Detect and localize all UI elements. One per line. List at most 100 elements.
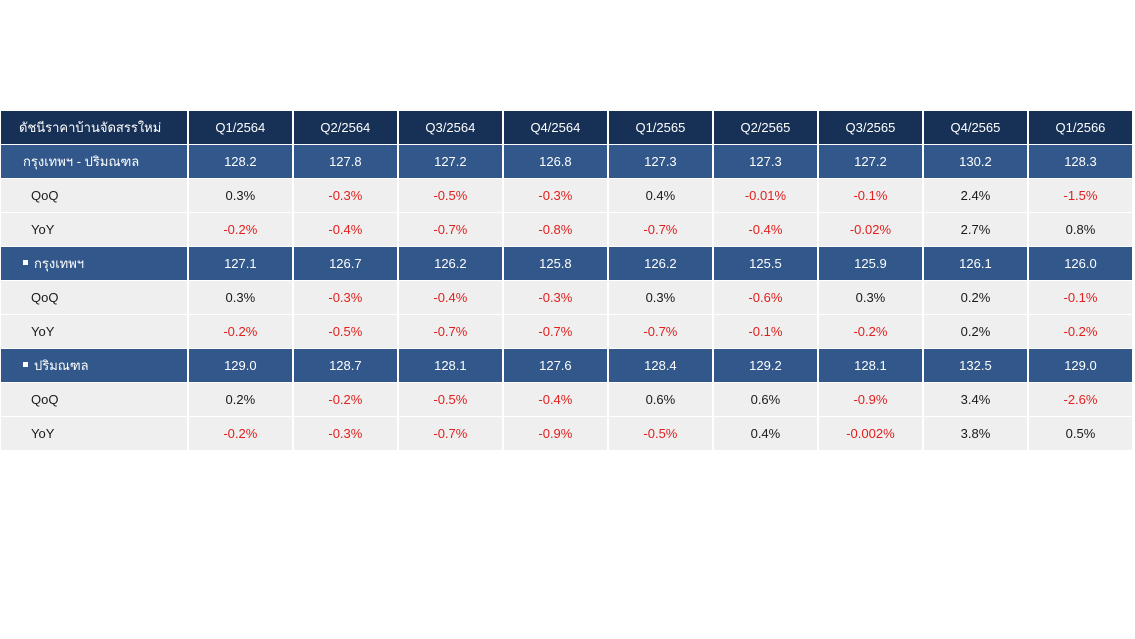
index-row: กรุงเทพฯ 127.1 126.7 126.2 125.8 126.2 125.5 12… <box>1 247 1132 280</box>
table-cell: -0.5% <box>398 383 502 416</box>
table-cell: 126.2 <box>398 247 502 280</box>
change-row: YoY -0.2% -0.4% -0.7% -0.8% -0.7% -0.4% -0.02% 2… <box>1 213 1132 246</box>
table-cell: 0.3% <box>188 281 292 314</box>
table-cell: 126.8 <box>503 145 607 178</box>
table-cell: -2.6% <box>1028 383 1132 416</box>
row-label: QoQ <box>31 188 59 203</box>
table-cell: -0.5% <box>608 417 712 450</box>
table-cell: 126.0 <box>1028 247 1132 280</box>
table-cell: -0.3% <box>293 417 397 450</box>
column-header: Q1/2565 <box>608 111 712 144</box>
table-cell: -0.9% <box>818 383 922 416</box>
table-cell: 0.2% <box>923 315 1027 348</box>
table-cell: 130.2 <box>923 145 1027 178</box>
change-row: YoY -0.2% -0.3% -0.7% -0.9% -0.5% 0.4% -0.002% 3… <box>1 417 1132 450</box>
row-label: QoQ <box>31 392 59 407</box>
column-header: Q2/2565 <box>713 111 817 144</box>
column-header: Q1/2564 <box>188 111 292 144</box>
column-header: Q3/2565 <box>818 111 922 144</box>
table-cell: 2.4% <box>923 179 1027 212</box>
bullet-icon <box>23 362 28 368</box>
table-cell: 128.4 <box>608 349 712 382</box>
table-cell: 2.7% <box>923 213 1027 246</box>
table-cell: -0.7% <box>608 315 712 348</box>
column-header: Q4/2565 <box>923 111 1027 144</box>
table-cell: -0.5% <box>398 179 502 212</box>
row-label: QoQ <box>31 290 59 305</box>
row-label-cell: QoQ <box>1 383 187 416</box>
row-label-cell: กรุงเทพฯ - ปริมณฑล <box>1 145 187 178</box>
column-header: Q4/2564 <box>503 111 607 144</box>
table-cell: -0.2% <box>188 417 292 450</box>
table-cell: 0.6% <box>608 383 712 416</box>
table-cell: -0.9% <box>503 417 607 450</box>
table-cell: -0.3% <box>503 179 607 212</box>
price-index-table-container: ดัชนีราคาบ้านจัดสรรใหม่ Q1/2564 Q2/2564 … <box>0 110 1135 451</box>
table-cell: -0.1% <box>713 315 817 348</box>
table-cell: 127.6 <box>503 349 607 382</box>
table-cell: -0.7% <box>608 213 712 246</box>
table-cell: -0.1% <box>818 179 922 212</box>
table-cell: -0.1% <box>1028 281 1132 314</box>
table-cell: -0.002% <box>818 417 922 450</box>
index-row: กรุงเทพฯ - ปริมณฑล 128.2 127.8 127.2 126.8 12… <box>1 145 1132 178</box>
table-cell: -0.8% <box>503 213 607 246</box>
table-cell: 0.8% <box>1028 213 1132 246</box>
table-cell: 127.3 <box>713 145 817 178</box>
column-header: Q3/2564 <box>398 111 502 144</box>
row-label: กรุงเทพฯ - ปริมณฑล <box>23 154 140 169</box>
table-cell: 127.2 <box>818 145 922 178</box>
table-cell: 0.4% <box>608 179 712 212</box>
table-cell: 0.3% <box>608 281 712 314</box>
table-cell: -0.3% <box>293 281 397 314</box>
row-label-cell: QoQ <box>1 179 187 212</box>
row-label-cell: YoY <box>1 315 187 348</box>
change-row: QoQ 0.2% -0.2% -0.5% -0.4% 0.6% 0.6% -0.9% 3.4% -… <box>1 383 1132 416</box>
table-cell: -0.2% <box>188 213 292 246</box>
row-label: YoY <box>31 324 55 339</box>
table-cell: 128.3 <box>1028 145 1132 178</box>
table-cell: -0.3% <box>293 179 397 212</box>
table-cell: 127.1 <box>188 247 292 280</box>
table-header-label: ดัชนีราคาบ้านจัดสรรใหม่ <box>1 111 187 144</box>
table-cell: 129.0 <box>1028 349 1132 382</box>
change-row: YoY -0.2% -0.5% -0.7% -0.7% -0.7% -0.1% -0.2% 0.… <box>1 315 1132 348</box>
column-header: Q1/2566 <box>1028 111 1132 144</box>
table-cell: -0.5% <box>293 315 397 348</box>
table-cell: 127.3 <box>608 145 712 178</box>
table-cell: 128.1 <box>818 349 922 382</box>
change-row: QoQ 0.3% -0.3% -0.4% -0.3% 0.3% -0.6% 0.3% 0.2% -… <box>1 281 1132 314</box>
table-cell: -0.4% <box>503 383 607 416</box>
table-cell: 0.3% <box>818 281 922 314</box>
table-cell: 125.8 <box>503 247 607 280</box>
table-cell: -0.7% <box>398 213 502 246</box>
table-cell: 128.2 <box>188 145 292 178</box>
table-cell: 0.4% <box>713 417 817 450</box>
price-index-table: ดัชนีราคาบ้านจัดสรรใหม่ Q1/2564 Q2/2564 … <box>0 110 1134 451</box>
table-cell: 126.2 <box>608 247 712 280</box>
table-cell: 0.5% <box>1028 417 1132 450</box>
table-cell: -0.2% <box>818 315 922 348</box>
table-cell: -0.4% <box>713 213 817 246</box>
table-cell: 0.3% <box>188 179 292 212</box>
table-cell: -0.2% <box>1028 315 1132 348</box>
table-cell: -0.7% <box>398 315 502 348</box>
table-cell: -0.01% <box>713 179 817 212</box>
table-cell: -0.4% <box>293 213 397 246</box>
table-cell: -1.5% <box>1028 179 1132 212</box>
table-cell: -0.4% <box>398 281 502 314</box>
row-label-cell: YoY <box>1 417 187 450</box>
change-row: QoQ 0.3% -0.3% -0.5% -0.3% 0.4% -0.01% -0.1% 2.4… <box>1 179 1132 212</box>
table-cell: -0.02% <box>818 213 922 246</box>
table-cell: 126.7 <box>293 247 397 280</box>
table-cell: 0.2% <box>188 383 292 416</box>
table-cell: 0.6% <box>713 383 817 416</box>
row-label-cell: QoQ <box>1 281 187 314</box>
table-cell: 132.5 <box>923 349 1027 382</box>
row-label-cell: ปริมณฑล <box>1 349 187 382</box>
table-cell: 127.8 <box>293 145 397 178</box>
table-cell: -0.6% <box>713 281 817 314</box>
table-cell: 3.4% <box>923 383 1027 416</box>
table-cell: 125.9 <box>818 247 922 280</box>
table-cell: -0.2% <box>293 383 397 416</box>
